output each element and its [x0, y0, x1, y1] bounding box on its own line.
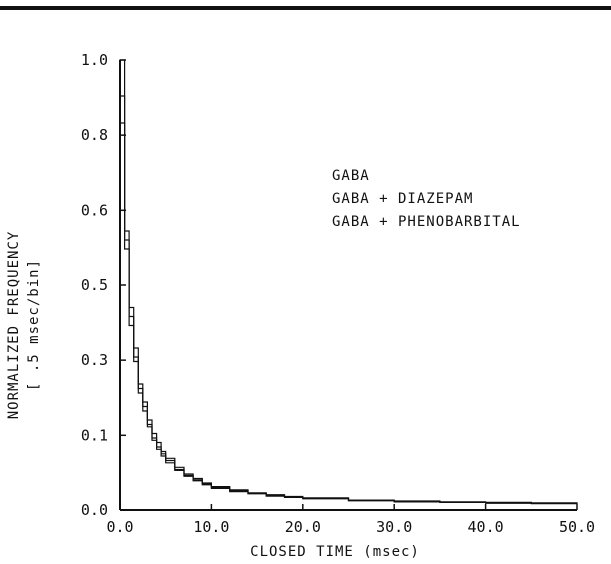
- x-tick-label: 20.0: [285, 518, 321, 536]
- y-tick-label: 0.8: [81, 126, 108, 144]
- ticks-layer: 0.0 10.0 20.0 30.0 40.0 50.0 0.0 0.1 0.3 0.5 0.6 0.…: [81, 51, 595, 536]
- legend: GABA GABA + DIAZEPAM GABA + PHENOBARBITA…: [332, 168, 521, 230]
- series-line-gaba: [119, 59, 578, 510]
- x-axis-title: CLOSED TIME (msec): [250, 544, 420, 560]
- series-layer: [119, 59, 578, 510]
- x-tick-label: 0.0: [106, 518, 133, 536]
- legend-item-gaba-phenobarbital: GABA + PHENOBARBITAL: [332, 214, 521, 230]
- x-tick-label: 10.0: [193, 518, 229, 536]
- x-tick-label: 30.0: [376, 518, 412, 536]
- axes: [119, 60, 577, 511]
- y-tick-label: 0.6: [81, 201, 108, 219]
- y-tick-label: 1.0: [81, 51, 108, 69]
- y-tick-label: 0.3: [81, 351, 108, 369]
- x-tick-label: 40.0: [468, 518, 504, 536]
- legend-item-gaba: GABA: [332, 168, 370, 184]
- x-tick-label: 50.0: [559, 518, 595, 536]
- y-tick-label: 0.5: [81, 276, 108, 294]
- series-line-gaba-diazepam: [119, 95, 578, 510]
- y-tick-label: 0.1: [81, 426, 108, 444]
- y-tick-label: 0.0: [81, 501, 108, 519]
- series-line-gaba-phenobarbital: [119, 122, 578, 510]
- y-axis-title: NORMALIZED FREQUENCY: [6, 231, 22, 420]
- legend-item-gaba-diazepam: GABA + DIAZEPAM: [332, 191, 473, 207]
- top-rule: [0, 6, 611, 10]
- y-axis-units: [ .5 msec/bin]: [26, 259, 42, 391]
